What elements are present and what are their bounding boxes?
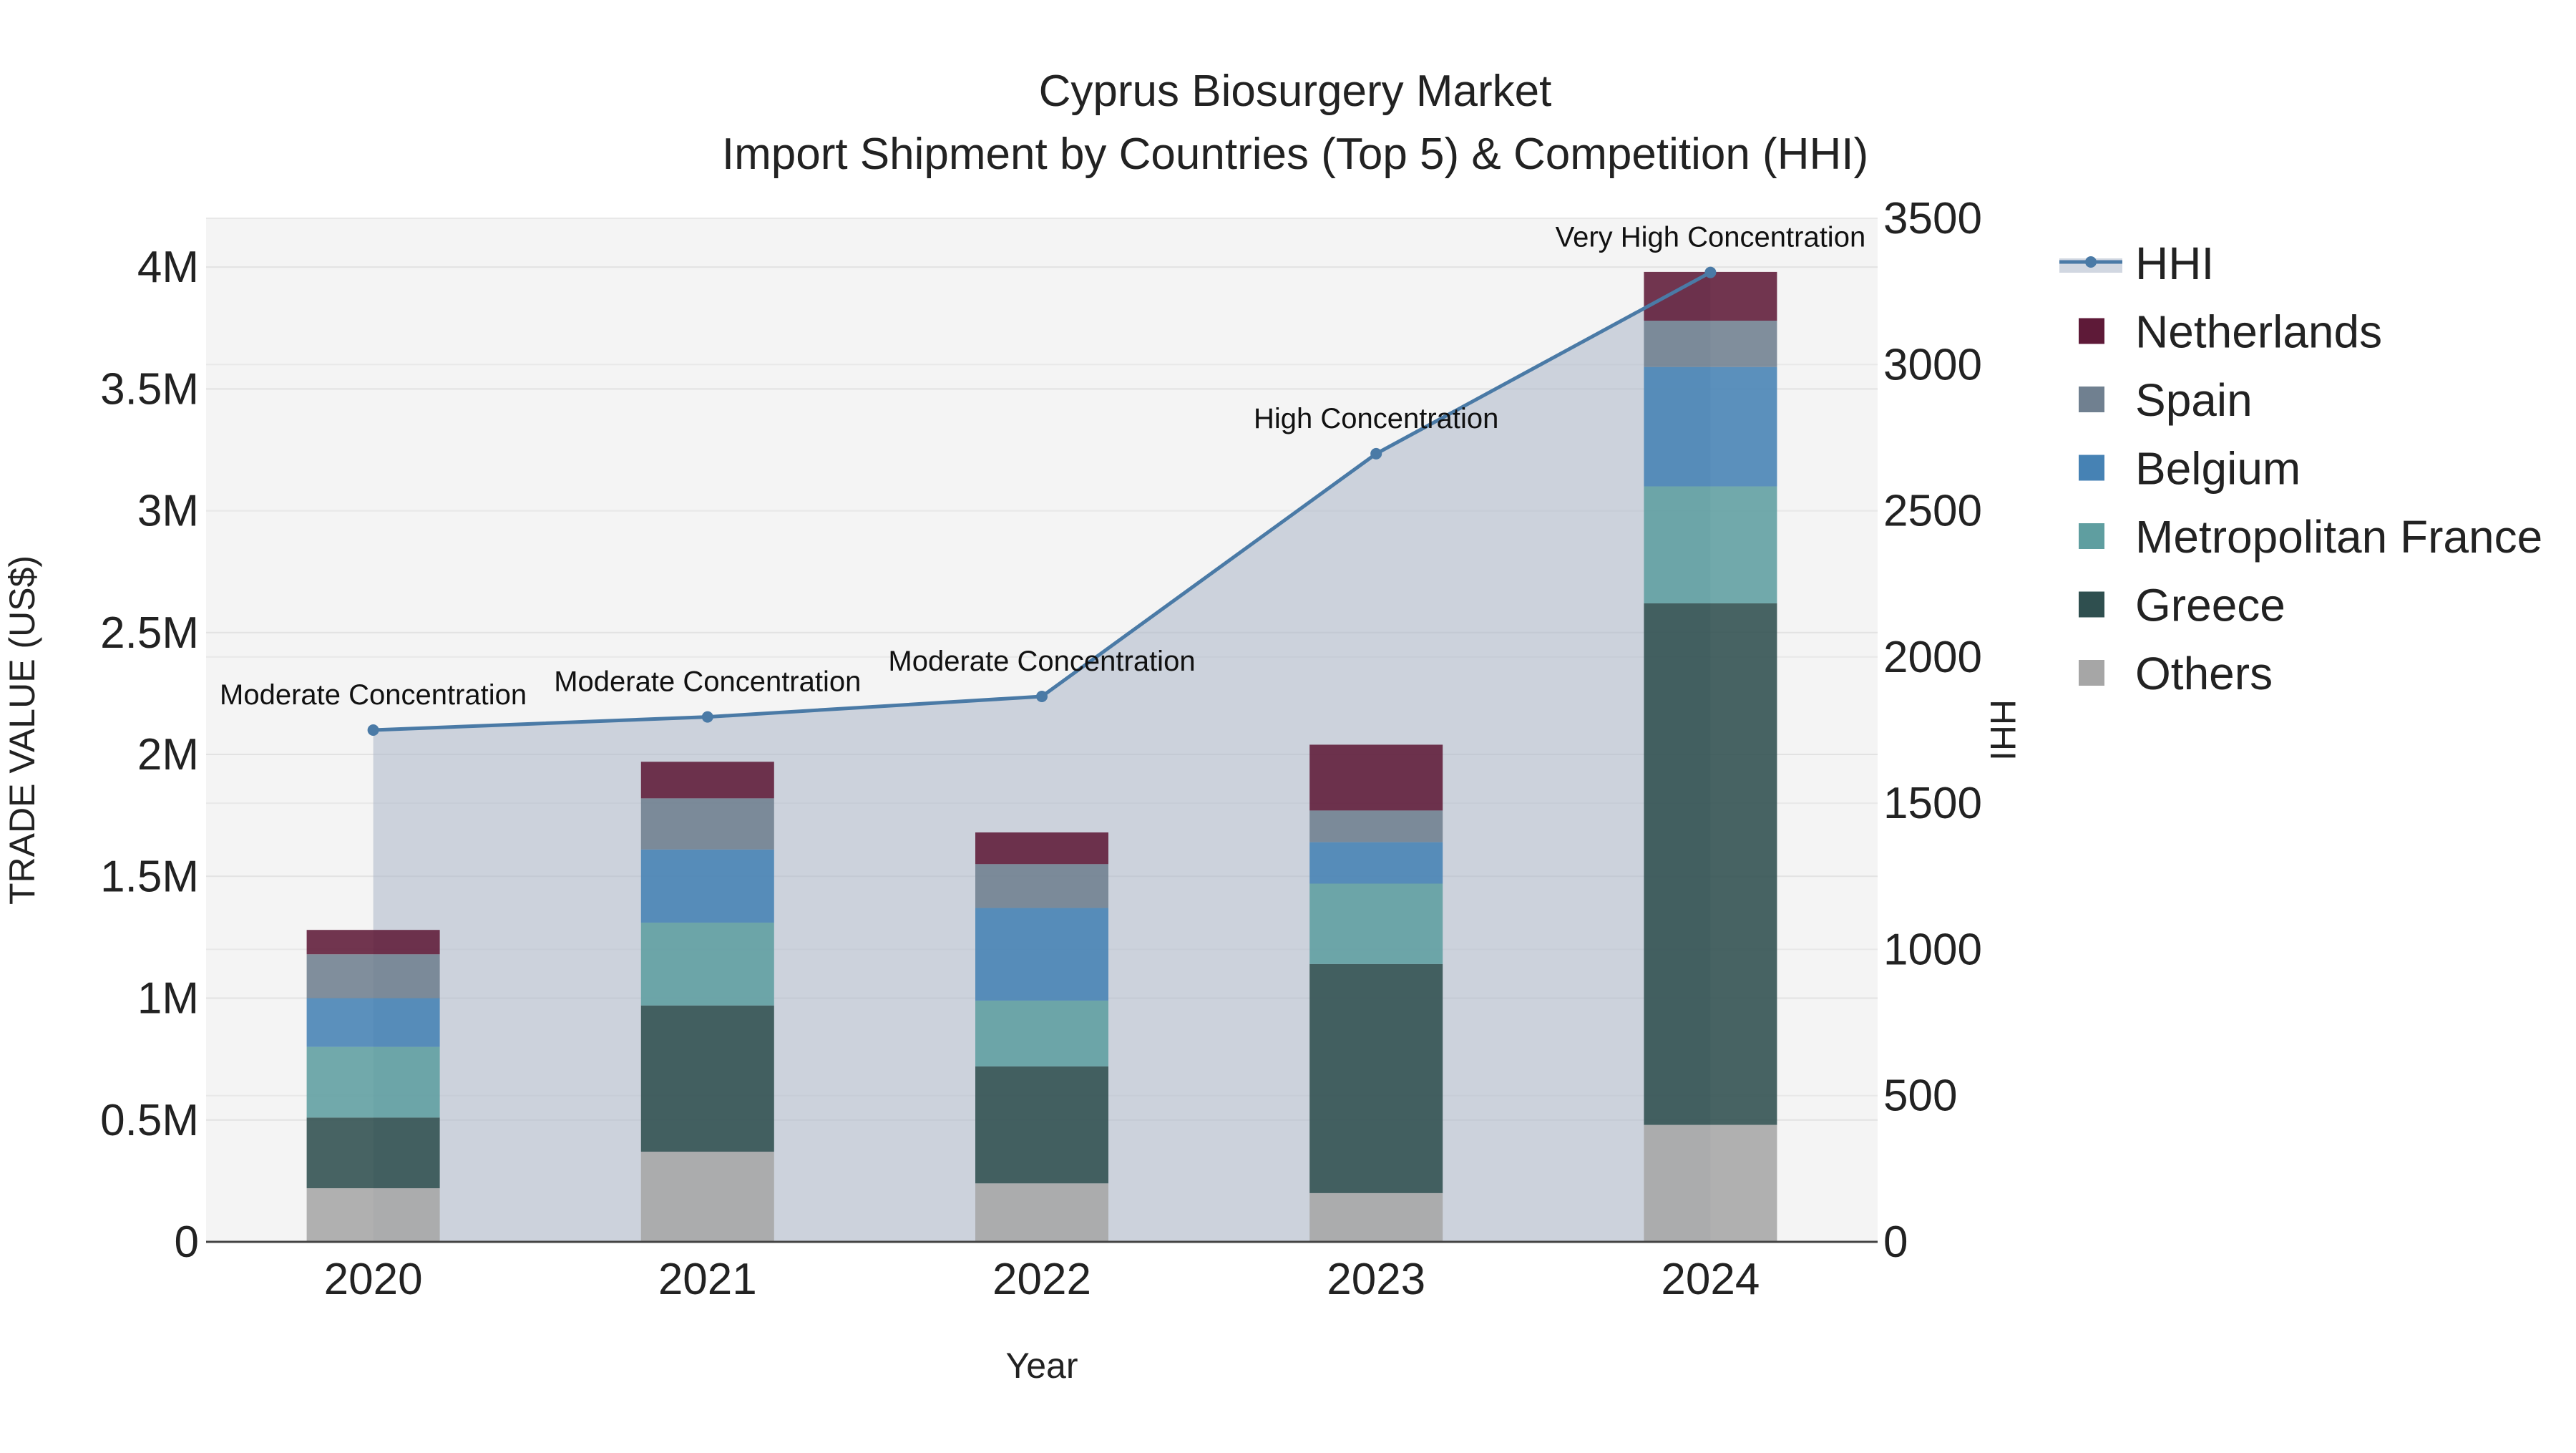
bar-belgium-2021 <box>640 849 774 923</box>
x-tick-label-2020: 2020 <box>324 1255 423 1304</box>
x-axis-ticks: 2020 2021 2022 2023 2024 <box>324 1255 1760 1304</box>
bar-belgium-2022 <box>975 908 1108 1001</box>
x-axis-title: Year <box>1005 1346 1078 1386</box>
x-tick-label-2024: 2024 <box>1661 1255 1760 1304</box>
legend-label-metropolitan-france: Metropolitan France <box>2135 511 2542 563</box>
bar-netherlands-2021 <box>640 762 774 799</box>
bar-metropolitan-france-2023 <box>1309 883 1443 964</box>
y2-tick-label: 0 <box>1883 1218 1908 1267</box>
y-axis-ticks: 0 0.5M 1M 1.5M 2M 2.5M 3M 3.5M 4M <box>100 243 199 1267</box>
chart-title: Cyprus Biosurgery Market <box>1039 67 1552 116</box>
hhi-point-2021 <box>701 711 713 723</box>
bar-belgium-2020 <box>306 998 440 1047</box>
hhi-annotation-2021: Moderate Concentration <box>554 666 861 698</box>
legend-label-greece: Greece <box>2135 580 2285 631</box>
annotation-layer: Moderate Concentration Moderate Concentra… <box>220 222 1865 711</box>
hhi-point-2022 <box>1036 691 1048 703</box>
y2-axis-ticks: 0 500 1000 1500 2000 2500 3000 3500 <box>1883 194 1982 1267</box>
bar-spain-2023 <box>1309 810 1443 842</box>
hhi-annotation-2024: Very High Concentration <box>1556 222 1866 253</box>
bar-netherlands-2023 <box>1309 744 1443 811</box>
bar-greece-2020 <box>306 1117 440 1189</box>
legend-label-others: Others <box>2135 648 2273 699</box>
y-tick-label: 0.5M <box>100 1096 199 1145</box>
y-tick-label: 1.5M <box>100 852 199 901</box>
bar-others-2021 <box>640 1152 774 1242</box>
y-tick-label: 0 <box>175 1218 199 1267</box>
y-tick-label: 4M <box>137 243 199 292</box>
y2-tick-label: 2000 <box>1883 633 1982 682</box>
legend-label-netherlands: Netherlands <box>2135 306 2382 358</box>
legend-swatch-metropolitan-france <box>2079 523 2104 549</box>
bar-spain-2020 <box>306 954 440 998</box>
y-tick-label: 2.5M <box>100 608 199 658</box>
hhi-line-layer <box>367 266 1717 736</box>
bar-netherlands-2020 <box>306 930 440 955</box>
bar-metropolitan-france-2021 <box>640 922 774 1006</box>
hhi-annotation-2023: High Concentration <box>1254 403 1498 434</box>
bar-netherlands-2022 <box>975 832 1108 865</box>
bar-metropolitan-france-2022 <box>975 1000 1108 1066</box>
legend-swatch-others <box>2079 660 2104 686</box>
bar-spain-2024 <box>1644 321 1777 367</box>
y-tick-label: 3M <box>137 487 199 536</box>
y2-tick-label: 500 <box>1883 1071 1957 1121</box>
legend-label-spain: Spain <box>2135 374 2253 426</box>
y2-tick-label: 3000 <box>1883 340 1982 389</box>
hhi-point-2024 <box>1704 266 1717 278</box>
hhi-annotation-2022: Moderate Concentration <box>888 646 1195 677</box>
bar-others-2024 <box>1644 1124 1777 1242</box>
x-tick-label-2022: 2022 <box>992 1255 1091 1304</box>
legend-hhi-marker <box>2085 256 2097 268</box>
chart-subtitle: Import Shipment by Countries (Top 5) & C… <box>722 130 1868 179</box>
bar-others-2023 <box>1309 1192 1443 1242</box>
legend-label-hhi: HHI <box>2135 238 2214 289</box>
bar-others-2022 <box>975 1183 1108 1242</box>
bar-greece-2022 <box>975 1066 1108 1184</box>
y2-tick-label: 2500 <box>1883 487 1982 536</box>
y2-tick-label: 3500 <box>1883 194 1982 243</box>
hhi-point-2023 <box>1370 447 1382 460</box>
y-tick-label: 2M <box>137 730 199 779</box>
y2-tick-label: 1000 <box>1883 925 1982 974</box>
y-tick-label: 3.5M <box>100 364 199 414</box>
bar-belgium-2023 <box>1309 842 1443 884</box>
bar-others-2020 <box>306 1188 440 1242</box>
bar-metropolitan-france-2020 <box>306 1046 440 1118</box>
x-tick-label-2021: 2021 <box>658 1255 757 1304</box>
bar-spain-2022 <box>975 864 1108 908</box>
y2-axis-title: HHI <box>1983 699 2023 761</box>
y2-tick-label: 1500 <box>1883 779 1982 828</box>
x-tick-label-2023: 2023 <box>1327 1255 1425 1304</box>
legend-label-belgium: Belgium <box>2135 443 2301 495</box>
bar-greece-2023 <box>1309 963 1443 1193</box>
legend-swatch-greece <box>2079 591 2104 618</box>
bar-belgium-2024 <box>1644 366 1777 487</box>
y-axis-title: TRADE VALUE (US$) <box>2 555 42 905</box>
bar-greece-2024 <box>1644 603 1777 1125</box>
y-tick-label: 1M <box>137 974 199 1024</box>
bar-metropolitan-france-2024 <box>1644 486 1777 603</box>
bar-layer <box>306 271 1777 1242</box>
hhi-point-2020 <box>367 724 379 736</box>
bar-spain-2021 <box>640 798 774 850</box>
legend-swatch-spain <box>2079 387 2104 412</box>
bar-greece-2021 <box>640 1005 774 1152</box>
legend: HHI Netherlands Spain Belgium Metropolitan F… <box>2059 238 2542 699</box>
hhi-annotation-2020: Moderate Concentration <box>220 679 527 711</box>
legend-swatch-belgium <box>2079 455 2104 481</box>
legend-swatch-netherlands <box>2079 318 2104 344</box>
